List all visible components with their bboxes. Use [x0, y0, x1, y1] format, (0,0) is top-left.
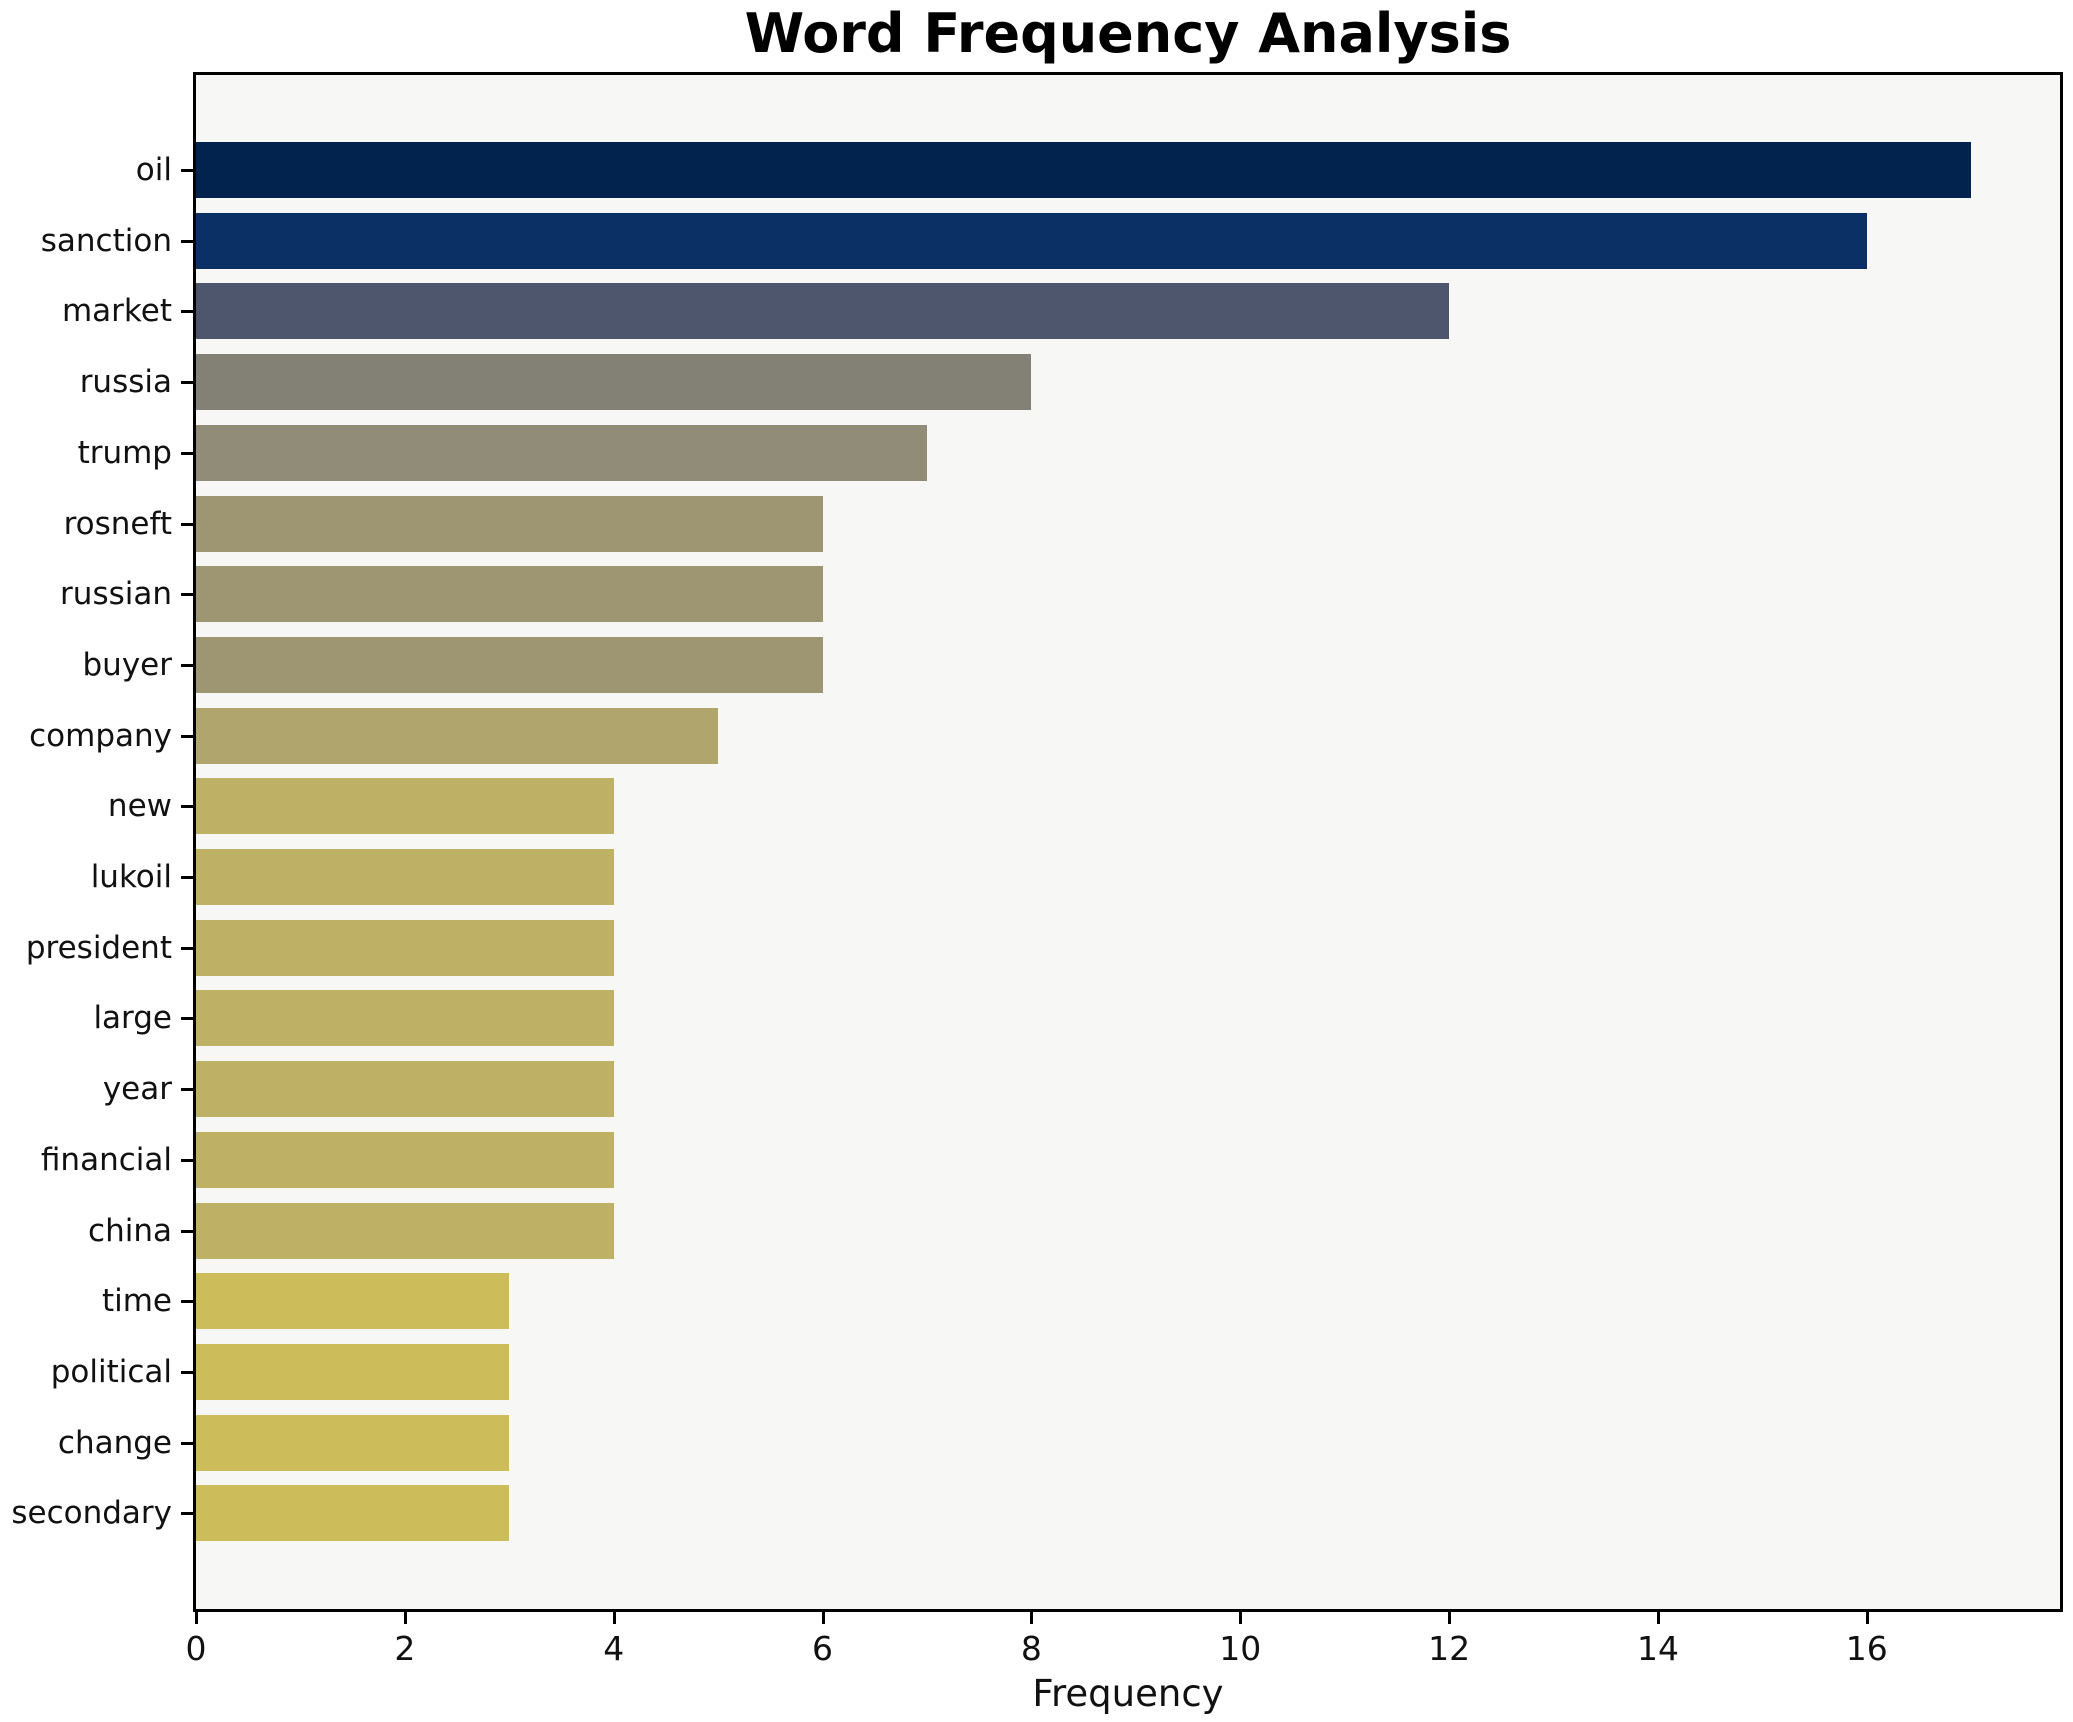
- x-tick-mark: [612, 1612, 616, 1624]
- x-tick-mark: [1865, 1612, 1869, 1624]
- y-tick-label-russia: russia: [79, 364, 172, 401]
- x-tick-mark: [1448, 1612, 1452, 1624]
- y-tick-label-china: china: [88, 1212, 172, 1249]
- y-tick-mark: [181, 1158, 193, 1162]
- bar-oil: [196, 142, 1972, 198]
- y-tick-mark: [181, 522, 193, 526]
- x-tick-mark: [195, 1612, 198, 1624]
- y-tick-mark: [181, 1441, 193, 1445]
- y-tick-mark: [181, 310, 193, 314]
- x-tick-mark: [821, 1612, 825, 1624]
- bar-financial: [196, 1131, 614, 1188]
- y-tick-label-market: market: [61, 293, 172, 330]
- y-tick-mark: [181, 734, 193, 738]
- bar-change: [196, 1414, 510, 1471]
- bar-china: [196, 1202, 614, 1259]
- bar-russia: [196, 354, 1032, 411]
- y-tick-label-trump: trump: [77, 434, 172, 471]
- y-tick-mark: [181, 663, 193, 667]
- y-tick-mark: [181, 1088, 193, 1092]
- x-axis-title: Frequency: [1032, 1672, 1224, 1715]
- x-tick-label: 16: [1845, 1629, 1888, 1668]
- y-tick-label-secondary: secondary: [11, 1495, 172, 1532]
- bar-large: [196, 990, 614, 1047]
- x-tick-mark: [1239, 1612, 1243, 1624]
- y-tick-mark: [181, 1017, 193, 1021]
- y-tick-label-year: year: [102, 1071, 172, 1108]
- y-tick-label-lukoil: lukoil: [90, 859, 172, 895]
- bar-political: [196, 1343, 510, 1400]
- x-tick-label: 2: [394, 1629, 416, 1668]
- y-tick-mark: [181, 1512, 193, 1516]
- bar-year: [196, 1061, 614, 1118]
- y-tick-label-president: president: [25, 929, 172, 966]
- y-tick-label-political: political: [50, 1353, 172, 1390]
- bar-company: [196, 707, 719, 764]
- y-tick-label-new: new: [107, 788, 172, 825]
- y-tick-mark: [181, 381, 193, 385]
- y-tick-mark: [181, 946, 193, 950]
- y-tick-label-russian: russian: [60, 576, 172, 613]
- y-tick-mark: [181, 876, 193, 879]
- bar-president: [196, 919, 614, 976]
- y-tick-mark: [181, 1370, 193, 1374]
- x-tick-mark: [1030, 1612, 1034, 1624]
- bar-russian: [196, 566, 823, 623]
- y-tick-mark: [181, 805, 193, 809]
- x-tick-mark: [1656, 1612, 1660, 1624]
- bar-rosneft: [196, 495, 823, 552]
- y-tick-mark: [181, 169, 193, 172]
- bar-buyer: [196, 636, 823, 693]
- y-tick-mark: [181, 1229, 193, 1233]
- bar-trump: [196, 424, 927, 481]
- x-tick-label: 12: [1428, 1629, 1471, 1668]
- y-tick-label-large: large: [93, 1000, 172, 1037]
- y-tick-mark: [181, 239, 193, 243]
- x-tick-label: 6: [812, 1629, 834, 1668]
- y-tick-label-oil: oil: [135, 152, 172, 188]
- y-tick-label-time: time: [101, 1283, 172, 1320]
- bar-secondary: [196, 1485, 510, 1542]
- chart-title: Word Frequency Analysis: [744, 2, 1512, 65]
- x-tick-label: 4: [603, 1629, 625, 1668]
- y-tick-mark: [181, 593, 193, 597]
- y-tick-label-financial: financial: [40, 1141, 172, 1178]
- y-tick-mark: [181, 1300, 193, 1304]
- y-tick-label-rosneft: rosneft: [63, 505, 172, 542]
- x-tick-label: 0: [185, 1629, 207, 1668]
- x-tick-label: 8: [1020, 1629, 1042, 1668]
- bar-lukoil: [196, 849, 614, 905]
- y-tick-mark: [181, 451, 193, 455]
- bar-sanction: [196, 212, 1867, 269]
- x-tick-label: 10: [1219, 1629, 1262, 1668]
- y-tick-label-sanction: sanction: [40, 222, 172, 259]
- y-tick-label-buyer: buyer: [82, 646, 173, 683]
- bar-market: [196, 283, 1450, 340]
- y-tick-label-change: change: [57, 1424, 172, 1461]
- x-tick-label: 14: [1636, 1629, 1679, 1668]
- bar-new: [196, 778, 614, 835]
- y-tick-label-company: company: [29, 717, 172, 754]
- x-tick-mark: [403, 1612, 407, 1624]
- plot-area: [193, 72, 2063, 1612]
- bar-time: [196, 1273, 510, 1330]
